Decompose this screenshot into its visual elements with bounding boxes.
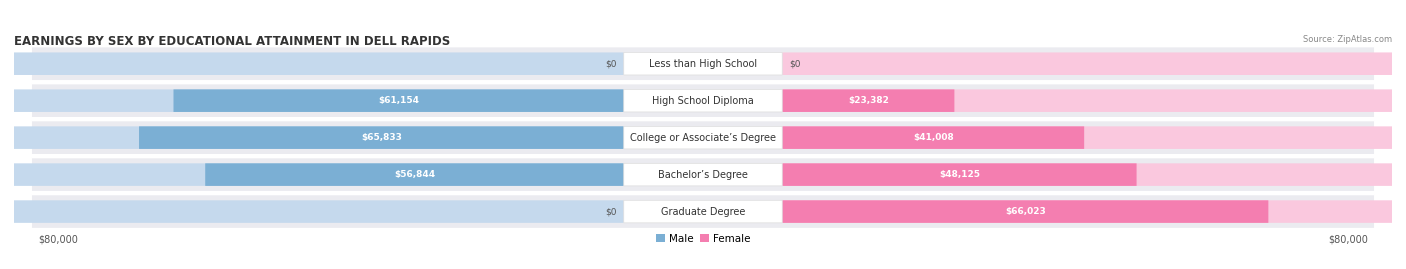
FancyBboxPatch shape	[782, 163, 1406, 186]
FancyBboxPatch shape	[31, 47, 1375, 81]
Text: $65,833: $65,833	[361, 133, 402, 142]
FancyBboxPatch shape	[0, 126, 624, 149]
FancyBboxPatch shape	[782, 126, 1406, 149]
Text: Bachelor’s Degree: Bachelor’s Degree	[658, 170, 748, 180]
Text: Less than High School: Less than High School	[650, 59, 756, 69]
Text: High School Diploma: High School Diploma	[652, 96, 754, 106]
FancyBboxPatch shape	[782, 163, 1136, 186]
Text: Source: ZipAtlas.com: Source: ZipAtlas.com	[1303, 35, 1392, 44]
FancyBboxPatch shape	[0, 200, 624, 223]
Legend: Male, Female: Male, Female	[651, 229, 755, 248]
Text: $0: $0	[606, 207, 617, 216]
FancyBboxPatch shape	[31, 194, 1375, 229]
FancyBboxPatch shape	[173, 89, 624, 112]
FancyBboxPatch shape	[31, 121, 1375, 155]
FancyBboxPatch shape	[0, 163, 624, 186]
Text: College or Associate’s Degree: College or Associate’s Degree	[630, 133, 776, 143]
Text: $56,844: $56,844	[394, 170, 434, 179]
FancyBboxPatch shape	[782, 89, 1406, 112]
Text: $80,000: $80,000	[1327, 235, 1368, 245]
FancyBboxPatch shape	[205, 163, 624, 186]
Text: $41,008: $41,008	[912, 133, 953, 142]
Text: $48,125: $48,125	[939, 170, 980, 179]
Text: $61,154: $61,154	[378, 96, 419, 105]
FancyBboxPatch shape	[782, 89, 955, 112]
FancyBboxPatch shape	[782, 200, 1406, 223]
FancyBboxPatch shape	[782, 126, 1084, 149]
FancyBboxPatch shape	[624, 89, 782, 112]
Text: Graduate Degree: Graduate Degree	[661, 207, 745, 217]
Text: $23,382: $23,382	[848, 96, 889, 105]
FancyBboxPatch shape	[782, 52, 1406, 75]
Text: $0: $0	[606, 59, 617, 68]
FancyBboxPatch shape	[31, 84, 1375, 118]
Text: EARNINGS BY SEX BY EDUCATIONAL ATTAINMENT IN DELL RAPIDS: EARNINGS BY SEX BY EDUCATIONAL ATTAINMEN…	[14, 35, 450, 48]
FancyBboxPatch shape	[0, 89, 624, 112]
Text: $66,023: $66,023	[1005, 207, 1046, 216]
FancyBboxPatch shape	[624, 52, 782, 75]
FancyBboxPatch shape	[624, 200, 782, 223]
Text: $0: $0	[789, 59, 800, 68]
FancyBboxPatch shape	[782, 200, 1268, 223]
Text: $80,000: $80,000	[38, 235, 79, 245]
FancyBboxPatch shape	[0, 52, 624, 75]
FancyBboxPatch shape	[624, 126, 782, 149]
FancyBboxPatch shape	[139, 126, 624, 149]
FancyBboxPatch shape	[31, 158, 1375, 192]
FancyBboxPatch shape	[624, 163, 782, 186]
